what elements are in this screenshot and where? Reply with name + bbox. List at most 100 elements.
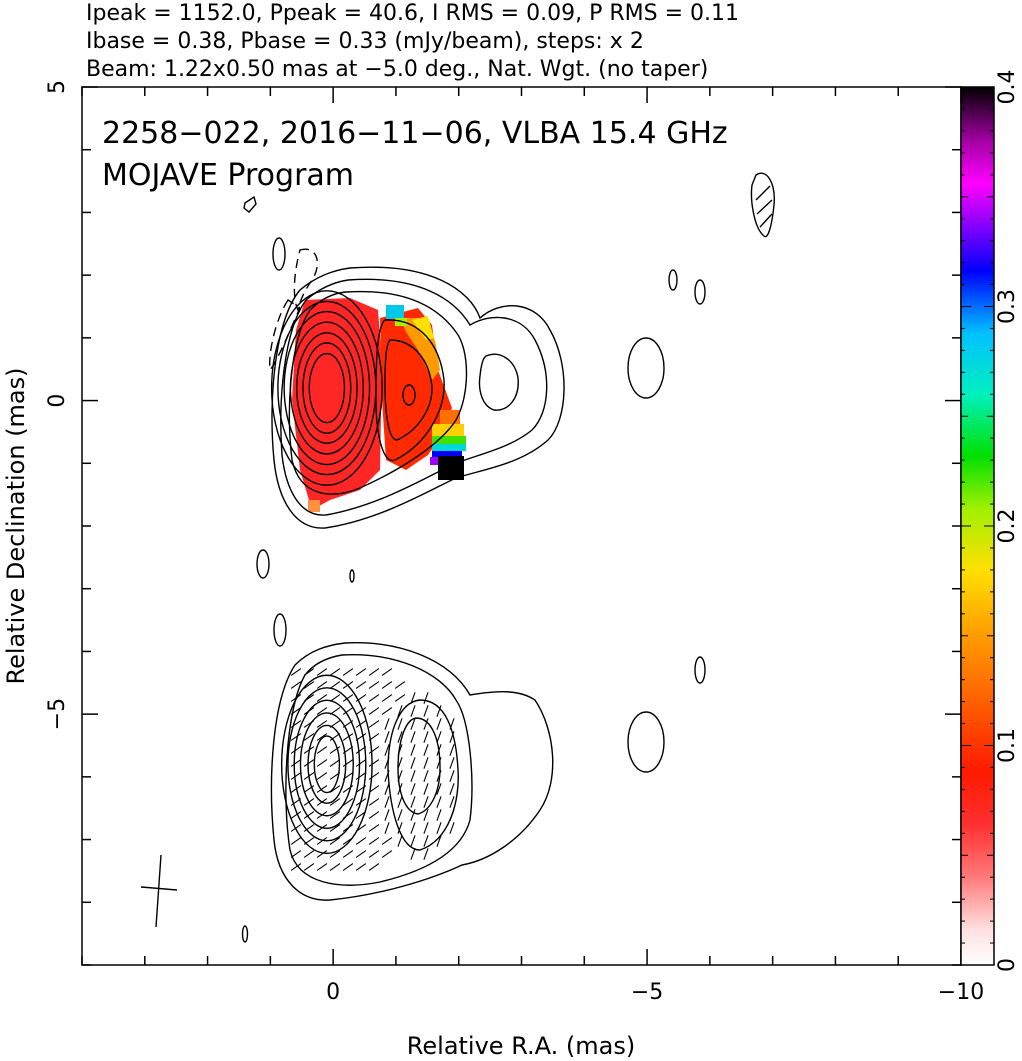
evpa-vector: [410, 757, 416, 769]
colorbar-tick-label: 0.3: [995, 289, 1020, 324]
pol-cyan-patch: [386, 305, 404, 319]
evpa-vector: [342, 811, 354, 819]
evpa-vector: [303, 863, 315, 871]
evpa-vector: [290, 707, 302, 715]
evpa-vector: [410, 731, 416, 743]
evpa-vector: [368, 746, 380, 754]
evpa-vector: [397, 757, 403, 769]
evpa-vector: [342, 837, 354, 845]
evpa-vector: [303, 811, 315, 819]
evpa-vector: [329, 863, 341, 871]
total-intensity-contours-upper: [243, 172, 775, 647]
evpa-vector: [436, 718, 442, 730]
evpa-vector: [368, 720, 380, 728]
pol-edge-green: [432, 436, 466, 444]
evpa-vector: [303, 837, 315, 845]
core-contour-ring: [308, 352, 346, 424]
evpa-vector: [355, 668, 367, 676]
evpa-vector: [436, 835, 442, 847]
contour-lower-jet-2: [397, 717, 441, 815]
evpa-vector: [342, 681, 354, 689]
evpa-vector: [368, 798, 380, 806]
evpa-vector: [368, 785, 380, 793]
evpa-vector: [381, 681, 393, 689]
evpa-vector: [397, 796, 403, 808]
isolated-contour-7: [694, 279, 706, 305]
evpa-vector: [368, 837, 380, 845]
colorbar-tick-label: 0.1: [995, 728, 1020, 763]
evpa-vector: [342, 785, 354, 793]
evpa-vector: [394, 681, 406, 689]
evpa-vector: [290, 668, 302, 676]
evpa-vector: [316, 746, 328, 754]
x-tick-label: −5: [631, 980, 663, 1005]
evpa-vector: [303, 746, 315, 754]
fractional-polarization-image: [292, 298, 466, 512]
evpa-vector: [329, 733, 341, 741]
evpa-vector: [397, 783, 403, 795]
evpa-vector: [303, 694, 315, 702]
evpa-vector: [449, 783, 455, 795]
evpa-vector: [384, 796, 390, 808]
evpa-vector: [290, 824, 302, 832]
map-content: 2258−022, 2016−11−06, VLBA 15.4 GHz MOJA…: [102, 116, 775, 943]
isolated-contour-3: [256, 549, 270, 579]
plot-title-line-1: 2258−022, 2016−11−06, VLBA 15.4 GHz: [102, 116, 728, 151]
header-line-3: Beam: 1.22x0.50 mas at −5.0 deg., Nat. W…: [86, 57, 708, 82]
evpa-vector: [290, 733, 302, 741]
colorbar-ticks: 0 0.1 0.2 0.3 0.4: [961, 70, 1020, 972]
beam-minor-axis: [140, 886, 178, 891]
evpa-vector: [316, 772, 328, 780]
pol-edge-violet: [430, 457, 440, 465]
evpa-vector: [397, 835, 403, 847]
evpa-vector: [368, 733, 380, 741]
evpa-vector: [381, 850, 393, 858]
evpa-vector: [368, 850, 380, 858]
evpa-vector: [394, 694, 406, 702]
evpa-vector: [449, 744, 455, 756]
evpa-vector: [316, 863, 328, 871]
evpa-vector: [329, 824, 341, 832]
evpa-vector: [355, 863, 367, 871]
evpa-vector: [329, 850, 341, 858]
evpa-vector: [329, 707, 341, 715]
evpa-vector: [355, 772, 367, 780]
evpa-vector: [329, 720, 341, 728]
core-contour-ring: [296, 332, 358, 444]
isolated-contour-10: [627, 711, 665, 773]
evpa-vector: [303, 759, 315, 767]
evpa-vector: [410, 796, 416, 808]
evpa-vector: [368, 824, 380, 832]
evpa-vector: [410, 783, 416, 795]
evpa-vector: [355, 824, 367, 832]
upper-core-contours: [270, 290, 383, 486]
evpa-vector: [355, 694, 367, 702]
core-contour-ring: [299, 712, 354, 817]
evpa-vector: [410, 809, 416, 821]
negative-contour-2: [293, 248, 319, 313]
colorbar-tick-label: 0: [995, 958, 1020, 972]
core-contour-ring: [289, 321, 364, 455]
x-axis-label: Relative R.A. (mas): [407, 1032, 635, 1060]
contour-2-lower: [285, 654, 473, 886]
negative-contour-1: [268, 299, 301, 372]
evpa-vector: [342, 863, 354, 871]
evpa-vector: [355, 707, 367, 715]
x-tick-label: −10: [938, 980, 984, 1005]
contour-jet-knot: [402, 384, 416, 406]
isolated-contour-1: [272, 237, 286, 271]
evpa-vector: [355, 798, 367, 806]
evpa-vector: [342, 798, 354, 806]
pol-edge-cyan: [432, 444, 466, 451]
evpa-vector: [329, 694, 341, 702]
evpa-vector: [410, 848, 416, 860]
evpa-vector: [384, 822, 390, 834]
evpa-vector: [355, 746, 367, 754]
evpa-vector: [368, 759, 380, 767]
core-contour-ring: [313, 735, 341, 794]
evpa-vector: [342, 733, 354, 741]
evpa-vector: [329, 759, 341, 767]
contour-outer-lower: [270, 642, 554, 901]
evpa-vector: [303, 824, 315, 832]
